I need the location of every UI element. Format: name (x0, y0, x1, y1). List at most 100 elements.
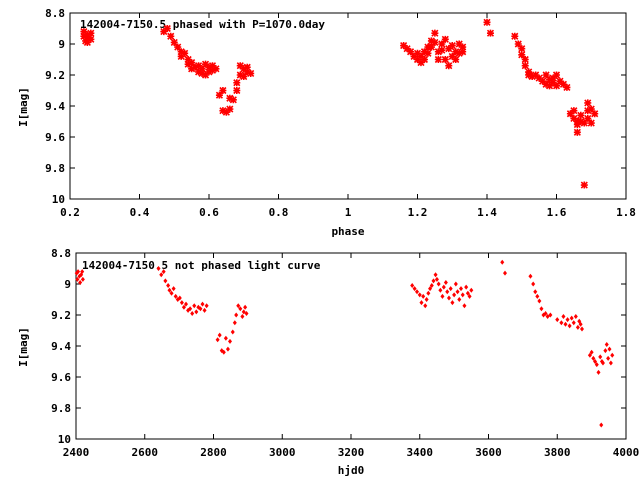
data-point (429, 283, 434, 289)
data-point (445, 289, 450, 295)
y-tick-label: 9.4 (45, 100, 65, 113)
data-point (232, 320, 237, 326)
data-point (556, 77, 564, 85)
data-point (212, 65, 220, 73)
data-point (188, 65, 196, 73)
data-point (455, 49, 463, 57)
data-point (571, 320, 576, 326)
data-point (80, 32, 88, 40)
data-point (433, 272, 438, 278)
data-point (587, 119, 595, 127)
data-point (208, 66, 217, 74)
data-point (563, 83, 571, 91)
data-point (240, 314, 245, 320)
data-point (589, 349, 594, 355)
data-point (537, 298, 542, 304)
data-point (448, 52, 456, 60)
data-point (406, 48, 415, 56)
data-point (559, 80, 568, 88)
y-tick-label: 9.8 (51, 402, 71, 415)
data-point (170, 38, 178, 47)
data-point (565, 317, 570, 323)
data-point (205, 63, 213, 71)
data-point (434, 55, 442, 64)
x-ticks: 2400 2600 2800 3000 3200 3400 3600 3800 4000 (63, 253, 639, 459)
data-point (179, 300, 184, 306)
y-tick-label: 8.8 (51, 247, 71, 260)
data-point (244, 310, 249, 316)
data-point (486, 29, 495, 37)
data-point (424, 297, 429, 302)
data-point (201, 60, 210, 68)
data-point (413, 55, 422, 64)
plot-frame (75, 252, 627, 440)
data-point (238, 306, 243, 312)
data-point (434, 48, 442, 56)
y-tick-label: 10 (52, 193, 65, 206)
data-point (436, 281, 441, 287)
x-tick-label: 2800 (200, 446, 227, 459)
data-point (184, 60, 192, 68)
data-point (431, 38, 439, 47)
data-point (528, 273, 533, 279)
x-tick-label: 1.2 (408, 206, 428, 219)
data-point (80, 269, 85, 275)
data-point (163, 24, 171, 33)
x-axis-label: phase (331, 225, 364, 238)
data-point (243, 68, 251, 76)
y-tick-label: 9.4 (51, 340, 71, 353)
y-tick-label: 9.8 (45, 162, 65, 175)
data-point (205, 68, 213, 76)
data-point (234, 312, 239, 318)
data-point (570, 107, 578, 115)
x-axis-label: hjd0 (338, 464, 365, 477)
data-point (198, 306, 203, 312)
data-point (222, 108, 230, 116)
data-point (441, 55, 449, 64)
data-point (215, 337, 220, 343)
data-point (542, 80, 550, 88)
data-point (223, 335, 228, 341)
data-point (580, 181, 588, 189)
x-tick-label: 2400 (63, 446, 90, 459)
data-point (166, 283, 171, 289)
data-point (410, 52, 418, 60)
data-point (511, 32, 519, 40)
x-tick-label: 0.4 (130, 206, 150, 219)
data-point (503, 270, 507, 276)
data-point (417, 52, 425, 60)
data-point (200, 301, 205, 307)
x-tick-label: 1.4 (477, 206, 497, 219)
data-point (202, 307, 207, 313)
data-point (420, 55, 429, 64)
data-point (531, 281, 536, 287)
data-point (427, 37, 435, 45)
data-point (229, 96, 237, 104)
data-point (177, 48, 185, 56)
y-ticks: 8.8 9 9.2 9.4 9.6 9.8 10 (45, 7, 626, 206)
data-point (533, 289, 538, 295)
x-tick-label: 3600 (475, 446, 502, 459)
data-point (181, 304, 186, 310)
data-point (448, 286, 453, 292)
data-point (570, 114, 578, 122)
data-point (410, 283, 415, 289)
data-point (440, 293, 445, 299)
data-point (598, 354, 603, 360)
data-point (438, 40, 446, 48)
data-point (226, 105, 234, 113)
data-point (243, 304, 248, 310)
data-point (215, 91, 223, 99)
data-point (417, 59, 425, 67)
chart-title: 142004-7150.5 not phased light curve (82, 259, 321, 272)
data-point (167, 287, 172, 293)
data-point (552, 71, 561, 79)
data-point (240, 72, 248, 81)
data-point (87, 29, 95, 37)
data-point (160, 28, 168, 36)
data-point (452, 48, 460, 56)
phased-light-curve-panel: 142004-7150.5 phased with P=1070.0day ph… (17, 7, 636, 238)
y-tick-label: 9.6 (45, 131, 65, 144)
data-point (177, 295, 182, 301)
data-point (219, 107, 227, 115)
